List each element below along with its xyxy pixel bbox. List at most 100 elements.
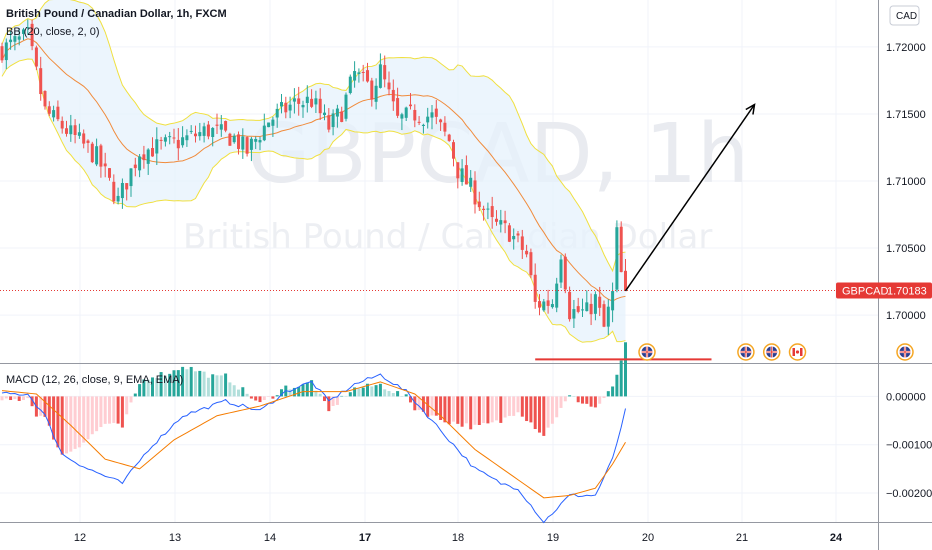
candle-body: [267, 122, 271, 128]
candle: [529, 248, 533, 279]
candle-body: [211, 127, 215, 137]
macd-hist-bar: [172, 370, 176, 397]
candle: [563, 253, 567, 294]
macd-hist-bar: [460, 396, 464, 427]
annotation-arrow[interactable]: [624, 103, 756, 292]
macd-hist-bar: [370, 386, 374, 397]
macd-hist-bar: [520, 396, 524, 417]
candle-body: [486, 208, 490, 210]
candle: [284, 96, 288, 119]
candle: [495, 210, 498, 226]
candle-body: [598, 296, 602, 308]
candle-body: [473, 180, 477, 205]
candle: [159, 136, 163, 150]
uk-flag-icon[interactable]: [638, 343, 656, 361]
uk-flag-icon[interactable]: [762, 343, 781, 361]
uk-flag-icon[interactable]: [896, 343, 914, 361]
candle-body: [589, 303, 593, 315]
candle-body: [82, 133, 86, 144]
candle: [258, 136, 262, 151]
candle: [112, 174, 116, 205]
macd-hist-bar: [383, 389, 387, 397]
macd-hist-bar: [550, 396, 554, 424]
candle-body: [477, 201, 481, 208]
macd-hist-bar: [211, 374, 215, 397]
candle: [125, 183, 129, 201]
candle-body: [318, 98, 322, 114]
macd-hist-bar: [331, 396, 335, 406]
macd-hist-bar: [13, 396, 17, 400]
macd-hist-bar: [82, 396, 86, 443]
candle: [370, 77, 374, 107]
price-tick-label: 1.71500: [886, 109, 926, 121]
macd-hist-bar: [606, 391, 610, 397]
candle-body: [348, 76, 352, 94]
currency-button[interactable]: CAD: [889, 5, 920, 26]
candle-body: [387, 82, 391, 90]
currency-button-label[interactable]: CAD: [896, 11, 917, 22]
candle: [378, 53, 382, 89]
macd-indicator-label[interactable]: MACD (12, 26, close, 9, EMA, EMA): [6, 374, 183, 386]
candle: [443, 116, 447, 137]
macd-hist-bar: [219, 375, 223, 397]
candle-body: [26, 27, 30, 29]
candle-body: [490, 206, 494, 218]
candle: [116, 187, 120, 205]
candle-body: [86, 140, 90, 143]
arrow-head[interactable]: [745, 103, 756, 115]
candle: [69, 114, 73, 142]
time-tick-label: 17: [359, 532, 371, 544]
macd-hist-bar: [168, 373, 172, 397]
candle-body: [301, 104, 305, 108]
candle: [421, 123, 425, 134]
candle: [585, 290, 589, 312]
candle: [391, 79, 395, 111]
macd-hist-bar: [413, 396, 417, 411]
canada-flag-icon[interactable]: [788, 343, 807, 361]
macd-hist-bar: [391, 393, 395, 397]
candle-body: [159, 139, 163, 141]
time-tick-label: 21: [736, 532, 748, 544]
macd-hist-bar: [163, 375, 167, 397]
currency-button-frame[interactable]: [889, 5, 920, 26]
uk-flag-icon[interactable]: [737, 343, 755, 361]
candle-body: [288, 104, 292, 111]
macd-hist-bar: [146, 379, 150, 397]
candle-body: [499, 220, 503, 225]
candle: [486, 202, 490, 220]
candle: [73, 119, 77, 144]
price-tag-symbol: GBPCAD: [842, 286, 889, 298]
time-tick-label: 14: [264, 532, 276, 544]
candle: [310, 89, 314, 109]
arrow-shaft[interactable]: [624, 104, 756, 292]
candle: [387, 71, 391, 96]
macd-hist-bar: [77, 396, 81, 448]
candle: [9, 31, 13, 50]
candle-body: [374, 85, 378, 102]
macd-hist-bar: [155, 378, 159, 397]
candle: [151, 137, 154, 157]
axes: 1.72000 1.71500 1.71000 1.70500 1.70000 0.000…: [74, 42, 932, 544]
candle-body: [413, 109, 417, 121]
candle: [361, 64, 365, 82]
candle-body: [172, 137, 176, 139]
candle-body: [426, 116, 430, 123]
candle: [129, 168, 133, 197]
macd-hist-bar: [452, 396, 455, 422]
candle: [615, 220, 619, 293]
candle-body: [482, 208, 486, 211]
macd-hist-bar: [280, 389, 283, 397]
macd-hist-bar: [404, 394, 408, 397]
candle-body: [292, 98, 296, 102]
macd-hist-bar: [366, 383, 369, 397]
candle-body: [572, 309, 576, 319]
candle: [353, 61, 357, 88]
candle-body: [17, 36, 21, 40]
candle: [26, 19, 30, 35]
macd-hist-bar: [572, 396, 576, 397]
candle-body: [108, 168, 111, 178]
bb-indicator-label[interactable]: BB (20, close, 2, 0): [6, 26, 100, 38]
candle-body: [559, 259, 563, 283]
